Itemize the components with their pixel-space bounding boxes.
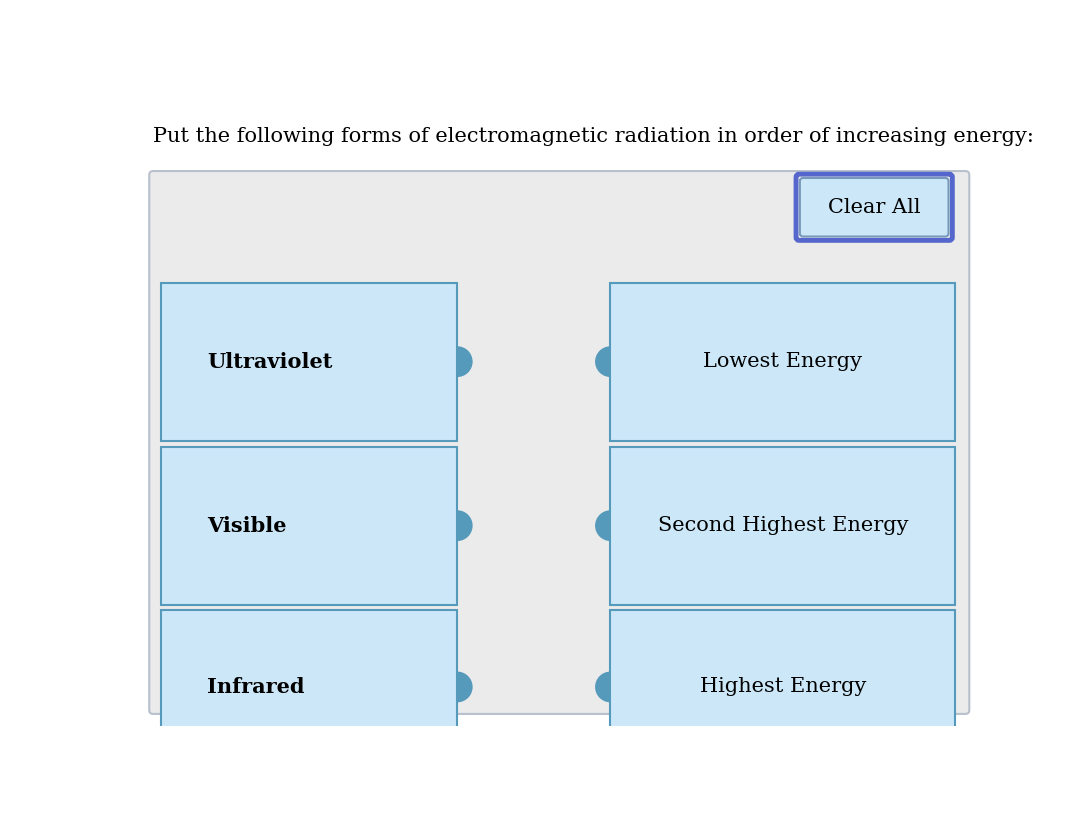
Text: Ultraviolet: Ultraviolet [207,352,332,371]
Text: Highest Energy: Highest Energy [700,677,866,697]
FancyBboxPatch shape [610,282,956,441]
Text: Second Highest Energy: Second Highest Energy [657,517,909,535]
Wedge shape [458,346,473,377]
Text: Lowest Energy: Lowest Energy [703,353,863,371]
FancyBboxPatch shape [161,610,458,764]
FancyBboxPatch shape [161,446,458,605]
FancyBboxPatch shape [610,446,956,605]
Text: Clear All: Clear All [828,197,921,217]
FancyBboxPatch shape [610,610,956,764]
Text: Put the following forms of electromagnetic radiation in order of increasing ener: Put the following forms of electromagnet… [153,127,1034,146]
Wedge shape [595,346,610,377]
Text: Visible: Visible [207,516,286,535]
Wedge shape [595,510,610,541]
FancyBboxPatch shape [161,282,458,441]
Wedge shape [458,672,473,703]
FancyBboxPatch shape [799,178,949,237]
Wedge shape [458,510,473,541]
Wedge shape [595,672,610,703]
FancyBboxPatch shape [150,171,970,714]
Text: Infrared: Infrared [207,677,305,697]
